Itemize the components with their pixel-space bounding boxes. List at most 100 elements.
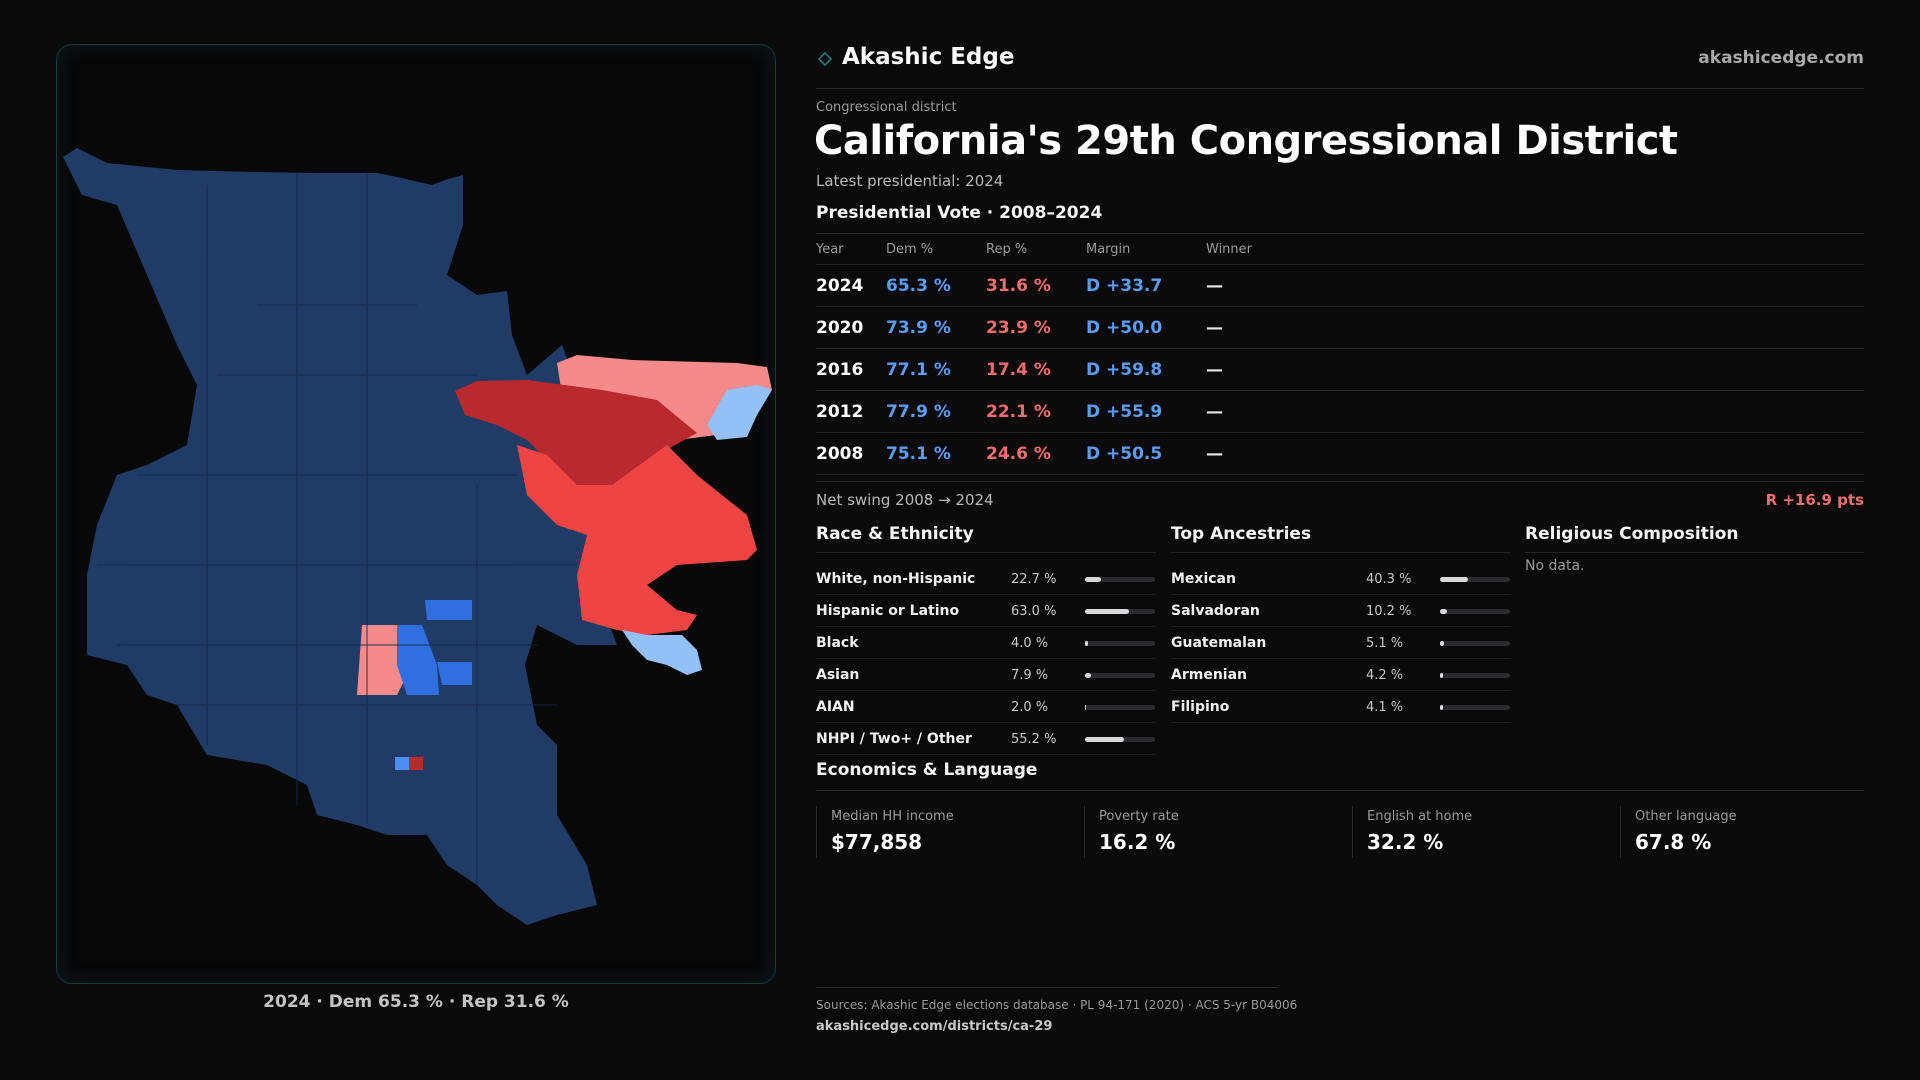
race-bar: [1085, 641, 1155, 646]
stat-value: 67.8 %: [1635, 830, 1712, 854]
stat-value: 16.2 %: [1099, 830, 1176, 854]
precinct-center-light-red[interactable]: [357, 625, 407, 695]
precinct-lines: [97, 173, 577, 885]
race-row: NHPI / Two+ / Other 55.2 %: [816, 723, 1156, 755]
race-bar: [1085, 737, 1155, 742]
precinct-se-pale-blue[interactable]: [622, 630, 702, 675]
ancestry-bar-fill: [1440, 673, 1443, 678]
race-ethnicity-panel: Race & Ethnicity White, non-Hispanic 22.…: [816, 522, 1156, 755]
vote-table: Year Dem % Rep % Margin Winner 2024 65.3…: [816, 233, 1864, 475]
ancestry-bar: [1440, 609, 1510, 614]
map-caption: 2024 · Dem 65.3 % · Rep 31.6 %: [263, 992, 569, 1012]
race-row: AIAN 2.0 %: [816, 691, 1156, 723]
col-winner: Winner: [1206, 242, 1253, 257]
ancestry-pct: 4.2 %: [1366, 668, 1404, 683]
row-year: 2016: [816, 360, 864, 380]
ancestry-bar: [1440, 577, 1510, 582]
religion-panel: Religious Composition No data.: [1525, 522, 1864, 574]
ancestry-pct: 5.1 %: [1366, 636, 1404, 651]
swing-label: Net swing 2008 → 2024: [816, 491, 994, 509]
precinct-south-red[interactable]: [409, 757, 423, 770]
row-margin: D +50.5: [1086, 444, 1163, 464]
race-bar: [1085, 609, 1155, 614]
header: Akashic Edge akashicedge.com: [816, 42, 1864, 89]
row-year: 2020: [816, 318, 864, 338]
footer-sources: Sources: Akashic Edge elections database…: [816, 998, 1298, 1012]
race-name: White, non-Hispanic: [816, 571, 976, 587]
precinct-center-blue-lower[interactable]: [437, 662, 472, 685]
religion-title: Religious Composition: [1525, 522, 1864, 553]
row-year: 2024: [816, 276, 864, 296]
stat-value: 32.2 %: [1367, 830, 1444, 854]
precinct-center-blue-right[interactable]: [425, 600, 472, 620]
race-title: Race & Ethnicity: [816, 522, 1156, 553]
race-pct: 63.0 %: [1011, 604, 1057, 619]
precinct-base[interactable]: [63, 148, 617, 925]
race-bar-fill: [1085, 577, 1101, 582]
race-bar-fill: [1085, 737, 1124, 742]
brand-name[interactable]: Akashic Edge: [842, 44, 1015, 70]
race-row: White, non-Hispanic 22.7 %: [816, 563, 1156, 595]
economics-cards: Median HH income $77,858 Poverty rate 16…: [816, 806, 1864, 858]
race-bar: [1085, 705, 1155, 710]
row-rep: 23.9 %: [986, 318, 1051, 338]
precinct-south-blue[interactable]: [395, 757, 409, 770]
precinct-ne-mid-red[interactable]: [517, 445, 757, 635]
stat-card-other-language: Other language 67.8 %: [1620, 806, 1856, 858]
row-margin: D +50.0: [1086, 318, 1163, 338]
race-name: AIAN: [816, 699, 855, 715]
stat-card-poverty: Poverty rate 16.2 %: [1084, 806, 1320, 858]
race-bar-fill: [1085, 641, 1088, 646]
row-dem: 73.9 %: [886, 318, 951, 338]
race-name: NHPI / Two+ / Other: [816, 731, 972, 747]
row-winner: —: [1206, 444, 1223, 464]
race-pct: 2.0 %: [1011, 700, 1049, 715]
page-title: California's 29th Congressional District: [814, 118, 1678, 164]
precinct-center-blue[interactable]: [397, 625, 439, 695]
race-bar-fill: [1085, 705, 1087, 710]
ancestries-panel: Top Ancestries Mexican 40.3 % Salvadoran…: [1171, 522, 1511, 723]
district-map[interactable]: [56, 44, 776, 984]
row-rep: 17.4 %: [986, 360, 1051, 380]
row-rep: 31.6 %: [986, 276, 1051, 296]
ancestry-name: Armenian: [1171, 667, 1248, 683]
race-bar: [1085, 577, 1155, 582]
row-margin: D +59.8: [1086, 360, 1163, 380]
ancestry-bar-fill: [1440, 609, 1448, 614]
table-header: Year Dem % Rep % Margin Winner: [816, 234, 1864, 265]
row-dem: 77.1 %: [886, 360, 951, 380]
row-margin: D +55.9: [1086, 402, 1163, 422]
precinct-ne-dark-red[interactable]: [455, 380, 697, 485]
stat-card-income: Median HH income $77,858: [816, 806, 1052, 858]
footer-url[interactable]: akashicedge.com/districts/ca-29: [816, 1019, 1053, 1034]
ancestry-name: Guatemalan: [1171, 635, 1267, 651]
race-row: Black 4.0 %: [816, 627, 1156, 659]
ancestry-pct: 4.1 %: [1366, 700, 1404, 715]
race-bar-fill: [1085, 673, 1091, 678]
race-bar: [1085, 673, 1155, 678]
row-winner: —: [1206, 276, 1223, 296]
row-winner: —: [1206, 318, 1223, 338]
ancestry-bar: [1440, 673, 1510, 678]
row-rep: 24.6 %: [986, 444, 1051, 464]
table-row: 2020 73.9 % 23.9 % D +50.0 —: [816, 307, 1864, 349]
race-row: Hispanic or Latino 63.0 %: [816, 595, 1156, 627]
ancestry-name: Salvadoran: [1171, 603, 1260, 619]
race-pct: 7.9 %: [1011, 668, 1049, 683]
row-winner: —: [1206, 360, 1223, 380]
stat-label: Other language: [1635, 809, 1737, 824]
table-row: 2012 77.9 % 22.1 % D +55.9 —: [816, 391, 1864, 433]
economics-header: Economics & Language: [816, 760, 1864, 791]
race-pct: 22.7 %: [1011, 572, 1057, 587]
overline: Congressional district: [816, 100, 957, 115]
precinct-ne-pale-blue[interactable]: [707, 385, 772, 440]
race-name: Hispanic or Latino: [816, 603, 960, 619]
col-dem: Dem %: [886, 242, 934, 257]
site-link[interactable]: akashicedge.com: [1698, 48, 1864, 68]
table-row: 2008 75.1 % 24.6 % D +50.5 —: [816, 433, 1864, 475]
ancestry-bar: [1440, 705, 1510, 710]
race-name: Asian: [816, 667, 860, 683]
ancestry-pct: 10.2 %: [1366, 604, 1412, 619]
row-margin: D +33.7: [1086, 276, 1163, 296]
table-row: 2016 77.1 % 17.4 % D +59.8 —: [816, 349, 1864, 391]
